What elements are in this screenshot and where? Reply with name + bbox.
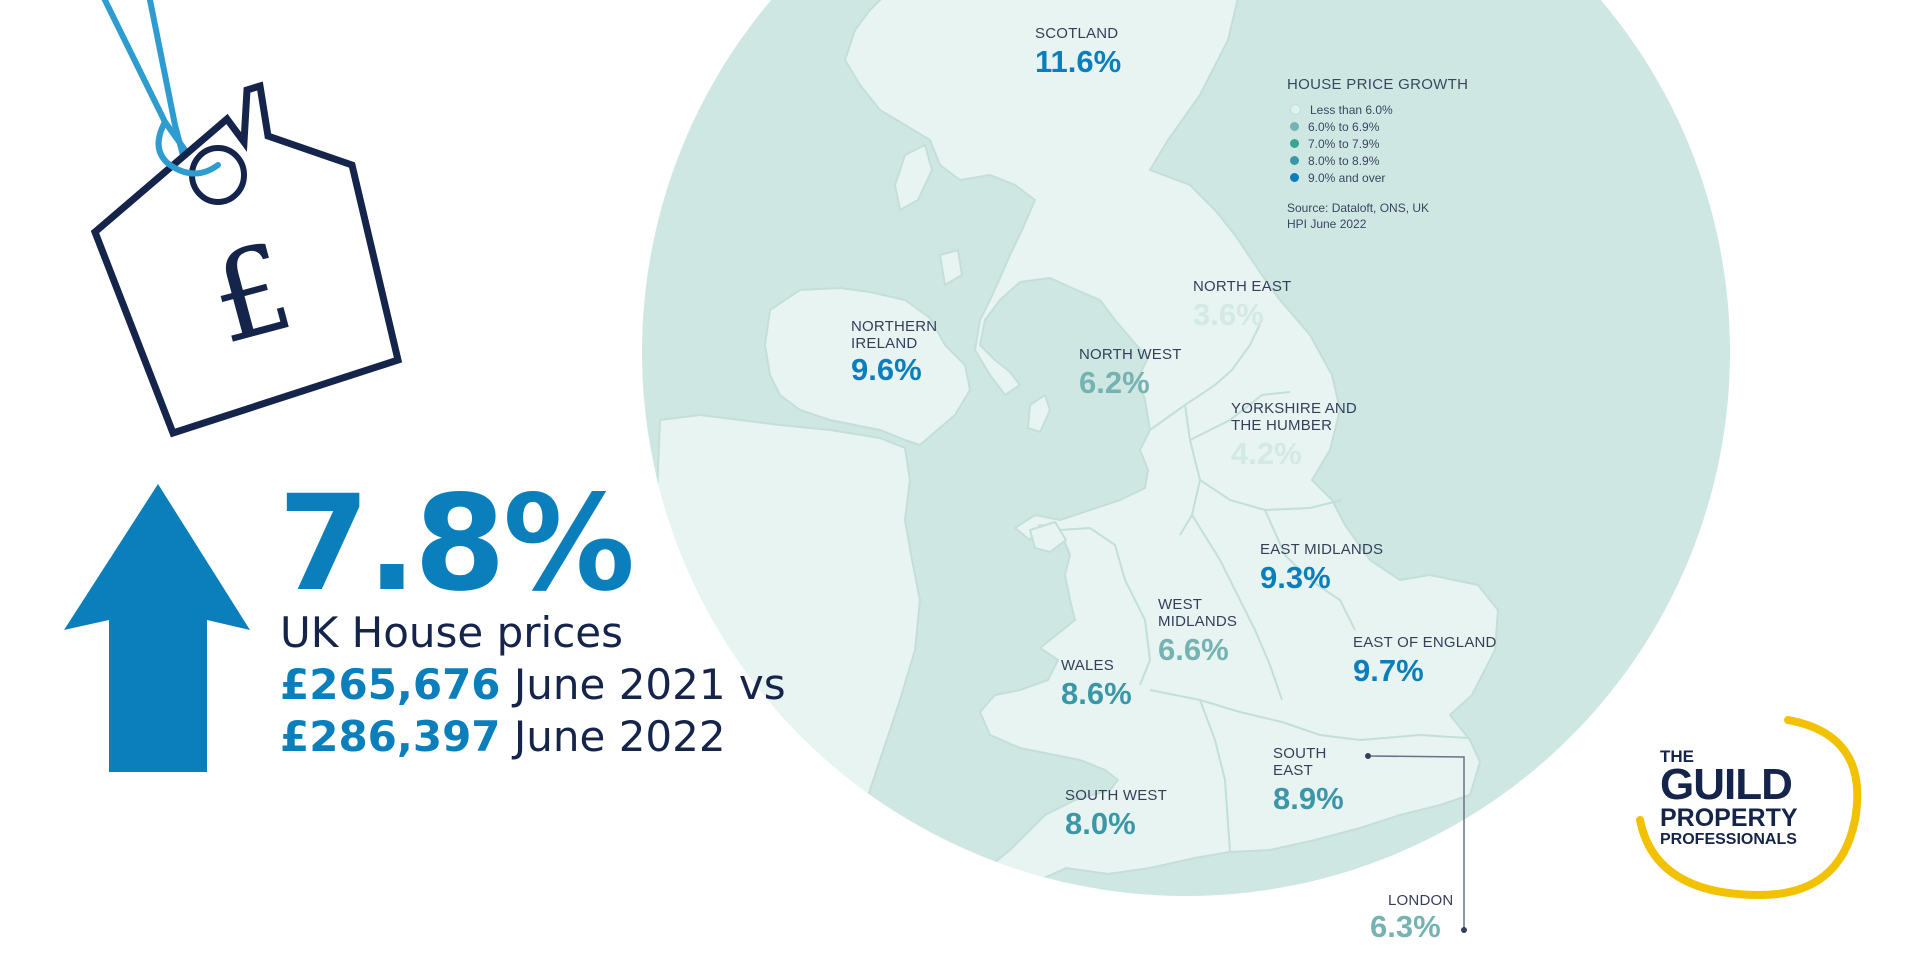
hebrides-landmass — [894, 144, 933, 211]
price-2022: £286,397 — [280, 712, 501, 761]
london-marker — [1365, 753, 1371, 759]
legend-item: 6.0% to 6.9% — [1287, 118, 1517, 135]
midlands-boundary — [1191, 514, 1283, 701]
london-leader-line — [1367, 755, 1465, 930]
region-name: WEST MIDLANDS — [1158, 596, 1238, 630]
region-label-east-of-england: EAST OF ENGLAND 9.7% — [1353, 634, 1497, 686]
region-label-north-east: NORTH EAST 3.6% — [1193, 278, 1291, 330]
legend-title: HOUSE PRICE GROWTH — [1287, 76, 1469, 93]
isle-of-man-landmass — [1027, 394, 1051, 433]
price-2022-text: June 2022 — [500, 712, 726, 761]
price-line-2021: £265,676 June 2021 vs — [280, 664, 786, 706]
legend-swatch — [1290, 139, 1299, 148]
guild-logo: THE GUILD PROPERTY PROFESSIONALS — [1660, 748, 1798, 848]
up-arrow-icon — [64, 484, 250, 772]
scotland-england-border — [1149, 319, 1263, 431]
region-value: 6.2% — [1079, 365, 1150, 400]
wales-boundary — [1059, 526, 1152, 686]
legend-source: Source: Dataloft, ONS, UK HPI June 2022 — [1287, 201, 1430, 231]
london-end-marker — [1461, 927, 1467, 933]
north-east-boundary — [1189, 391, 1291, 441]
headline-subtitle: UK House prices — [280, 608, 624, 657]
region-name: NORTH EAST — [1193, 278, 1292, 295]
region-label-yorkshire: YORKSHIRE AND THE HUMBER 4.2% — [1231, 400, 1371, 469]
legend-swatch — [1290, 104, 1301, 115]
legend-swatch — [1290, 122, 1299, 131]
region-name: WALES — [1061, 657, 1114, 674]
south-west-boundary — [1199, 699, 1231, 853]
region-name: EAST MIDLANDS — [1260, 541, 1384, 558]
legend-label: Less than 6.0% — [1310, 102, 1393, 117]
price-2021: £265,676 — [280, 660, 501, 709]
legend-item: 7.0% to 7.9% — [1287, 135, 1517, 152]
logo-the: THE — [1660, 747, 1694, 766]
region-value: 8.6% — [1061, 676, 1132, 711]
logo-arc — [1636, 716, 1862, 900]
house-tag-outline — [90, 81, 403, 438]
legend-item: 9.0% and over — [1287, 169, 1517, 186]
legend-label: 8.0% to 8.9% — [1308, 153, 1380, 168]
region-name: LONDON — [1388, 892, 1454, 909]
region-label-northern-ireland: NORTHERN IRELAND 9.6% — [851, 318, 971, 385]
region-value: 6.3% — [1370, 909, 1441, 944]
logo-guild: GUILD — [1660, 760, 1793, 809]
headline-value: 7.8% — [278, 467, 635, 621]
logo-professionals: PROFESSIONALS — [1660, 830, 1797, 848]
region-name: EAST OF ENGLAND — [1353, 634, 1497, 651]
region-value: 8.9% — [1273, 781, 1344, 816]
region-label-wales: WALES 8.6% — [1061, 657, 1132, 709]
region-label-north-west: NORTH WEST 6.2% — [1079, 346, 1182, 398]
region-value: 8.0% — [1065, 806, 1136, 841]
region-label-east-midlands: EAST MIDLANDS 9.3% — [1260, 541, 1383, 593]
region-value: 9.3% — [1260, 560, 1331, 595]
map-legend: HOUSE PRICE GROWTH Less than 6.0% 6.0% t… — [1287, 76, 1517, 232]
legend-swatch — [1290, 156, 1299, 165]
house-price-tag-icon: £ — [90, 0, 403, 438]
price-line-2022: £286,397 June 2022 — [280, 716, 726, 758]
region-value: 9.6% — [851, 352, 922, 387]
region-value: 11.6% — [1035, 44, 1122, 79]
legend-swatch — [1290, 173, 1299, 182]
region-value: 6.6% — [1158, 632, 1229, 667]
price-2021-text: June 2021 vs — [500, 660, 786, 709]
legend-item: 8.0% to 8.9% — [1287, 152, 1517, 169]
legend-label: 9.0% and over — [1308, 170, 1386, 185]
legend-item: Less than 6.0% — [1287, 101, 1517, 118]
legend-label: 6.0% to 6.9% — [1308, 119, 1380, 134]
south-boundary — [1149, 689, 1469, 742]
region-name: SCOTLAND — [1035, 25, 1119, 42]
tag-string-loop — [155, 119, 221, 177]
region-label-west-midlands: WEST MIDLANDS 6.6% — [1158, 596, 1258, 665]
islay-landmass — [939, 249, 963, 286]
anglesey-landmass — [1029, 521, 1067, 553]
region-value: 9.7% — [1353, 653, 1424, 688]
region-name: NORTH WEST — [1079, 346, 1182, 363]
region-name: SOUTH EAST — [1273, 745, 1327, 779]
logo-property: PROPERTY — [1660, 803, 1798, 832]
region-value: 4.2% — [1231, 436, 1302, 471]
region-name: SOUTH WEST — [1065, 787, 1167, 804]
east-boundary — [1264, 509, 1356, 631]
region-label-scotland: SCOTLAND 11.6% — [1035, 25, 1121, 77]
northern-ireland-landmass — [764, 287, 971, 446]
great-britain-landmass — [844, 0, 1499, 896]
region-name: NORTHERN IRELAND — [851, 318, 938, 352]
region-label-south-east: SOUTH EAST 8.9% — [1273, 745, 1353, 814]
region-value: 3.6% — [1193, 297, 1264, 332]
legend-label: 7.0% to 7.9% — [1308, 136, 1380, 151]
region-label-london: LONDON 6.3% — [1370, 892, 1453, 942]
region-name: YORKSHIRE AND THE HUMBER — [1231, 400, 1357, 434]
region-label-south-west: SOUTH WEST 8.0% — [1065, 787, 1167, 839]
